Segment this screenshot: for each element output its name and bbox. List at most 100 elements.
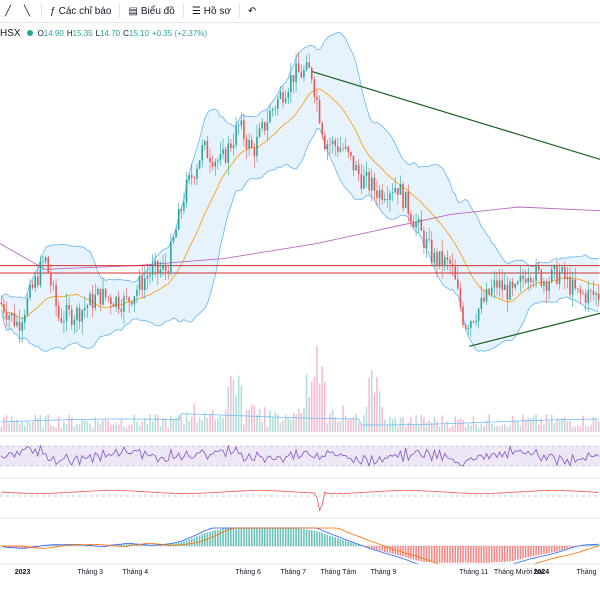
- indicators-button[interactable]: ƒ Các chỉ báo: [45, 0, 116, 22]
- legend-close-key: C: [123, 28, 129, 38]
- macd-histogram-bar: [511, 546, 514, 561]
- candle-body: [21, 322, 23, 331]
- candle-body: [577, 288, 579, 290]
- volume-bar: [305, 374, 308, 432]
- undo-button[interactable]: ↶: [243, 0, 264, 22]
- macd-histogram-bar: [548, 546, 550, 554]
- volume-bar: [488, 414, 490, 432]
- macd-histogram-bar: [287, 528, 290, 546]
- volume-bar: [509, 425, 511, 432]
- volume-bar: [290, 419, 292, 432]
- volume-bar: [162, 418, 164, 432]
- candle-body: [167, 270, 170, 274]
- chart-type-icon: ▤: [128, 5, 138, 17]
- candle-body: [52, 284, 55, 286]
- macd-histogram-bar: [44, 545, 47, 546]
- candle-body: [548, 281, 550, 291]
- macd-histogram-bar: [590, 544, 592, 546]
- macd-histogram-bar: [571, 546, 574, 548]
- candle-body: [378, 190, 381, 198]
- macd-histogram-bar: [282, 528, 284, 546]
- macd-histogram-bar: [462, 546, 464, 563]
- symbol-label[interactable]: HSX: [0, 27, 21, 39]
- candle-body: [506, 284, 509, 300]
- macd-histogram-bar: [125, 543, 128, 546]
- candle-body: [81, 310, 83, 322]
- volume-bar: [185, 413, 188, 432]
- macd-histogram-bar: [274, 528, 276, 546]
- volume-bar: [128, 425, 130, 432]
- candle-body: [198, 160, 201, 169]
- candle-body: [55, 284, 57, 306]
- volume-bar: [99, 424, 102, 432]
- bollinger-band-fill: [1, 32, 599, 352]
- macd-histogram-bar: [402, 546, 404, 557]
- macd-histogram-bar: [428, 546, 430, 563]
- candle-body: [420, 219, 423, 231]
- volume-bar: [556, 418, 558, 432]
- volume-bar: [245, 410, 248, 432]
- volume-bar: [13, 422, 16, 432]
- macd-histogram-bar: [540, 546, 543, 555]
- volume-bar: [370, 369, 373, 432]
- candle-body: [376, 190, 378, 198]
- volume-average-line: [1, 413, 599, 426]
- macd-histogram-bar: [31, 546, 34, 548]
- x-tick-label: 2024: [534, 569, 550, 576]
- chart-type-button[interactable]: ▤ Biểu đồ: [123, 0, 179, 22]
- candle-body: [50, 273, 52, 286]
- volume-bar: [365, 407, 368, 432]
- macd-histogram-bar: [277, 528, 279, 546]
- macd-histogram-bar: [384, 546, 386, 553]
- volume-bar: [300, 413, 303, 432]
- candle-body: [493, 280, 496, 288]
- macd-histogram-bar: [50, 545, 52, 546]
- macd-histogram-bar: [412, 546, 415, 560]
- volume-bar: [428, 420, 430, 432]
- candle-body: [545, 281, 548, 291]
- volume-bar: [587, 426, 590, 432]
- candle-body: [219, 153, 222, 161]
- candle-body: [498, 280, 501, 288]
- candle-body: [237, 125, 240, 127]
- macd-histogram-bar: [52, 544, 55, 546]
- macd-histogram-bar: [146, 545, 149, 546]
- volume-bar: [269, 410, 271, 432]
- macd-histogram-bar: [162, 544, 164, 546]
- draw-line-button[interactable]: ╱: [0, 0, 19, 22]
- candle-body: [206, 140, 209, 158]
- candle-body: [214, 161, 216, 167]
- candle-body: [211, 162, 214, 167]
- volume-bar: [350, 418, 352, 432]
- candle-body: [402, 183, 404, 208]
- volume-bar: [76, 423, 78, 432]
- candle-body: [162, 264, 164, 270]
- macd-histogram-bar: [86, 545, 89, 546]
- volume-bar: [183, 423, 185, 432]
- candle-body: [57, 305, 60, 319]
- volume-bar: [295, 414, 297, 432]
- profile-button[interactable]: ☰ Hồ sơ: [187, 0, 236, 22]
- macd-histogram-bar: [47, 545, 50, 546]
- volume-bar: [517, 420, 519, 432]
- candle-body: [477, 308, 480, 321]
- candle-body: [183, 202, 185, 211]
- volume-bar: [522, 414, 524, 432]
- macd-histogram-bar: [519, 546, 522, 560]
- macd-histogram-bar: [269, 528, 271, 546]
- macd-histogram-bar: [305, 529, 308, 546]
- macd-histogram-bar: [154, 545, 156, 546]
- volume-bar: [146, 424, 149, 432]
- candle-body: [47, 257, 50, 274]
- macd-histogram-bar: [344, 540, 347, 546]
- volume-bar: [378, 391, 381, 432]
- candle-body: [42, 261, 44, 262]
- volume-bar: [274, 411, 276, 432]
- macd-histogram-bar: [569, 546, 571, 548]
- candle-body: [438, 251, 441, 266]
- volume-bar: [316, 345, 318, 432]
- compare-button[interactable]: ╲: [19, 0, 38, 22]
- macd-histogram-bar: [438, 546, 441, 563]
- candle-body: [363, 175, 365, 189]
